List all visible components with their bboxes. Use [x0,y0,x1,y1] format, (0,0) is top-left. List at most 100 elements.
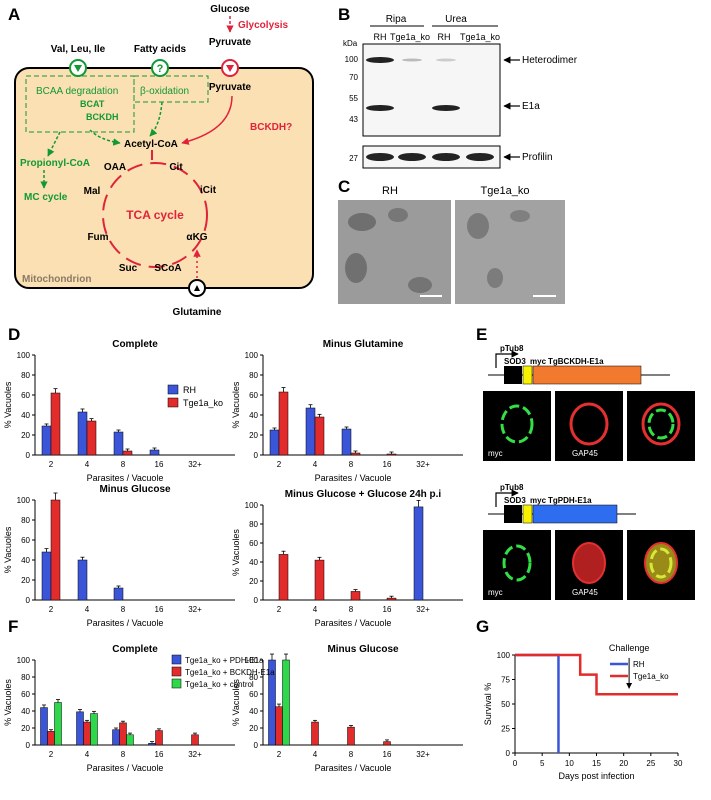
y-tick-label: 100 [17,656,31,665]
sod3-label-2: SOD3 [504,496,526,505]
bar [347,726,355,746]
unknown-transporter-mark: ? [157,63,164,75]
y-tick-label: 40 [21,411,30,420]
y-tick-label: 0 [26,596,31,605]
legend-label: Tge1a_ko [183,398,223,408]
bar-chart-2: Minus Glucose 0 20 40 60 80 100 % Vacuoles Paras… [3,484,235,628]
bar [278,554,289,601]
merge-green [647,408,675,440]
blot-profilin [362,145,501,169]
y-tick-label: 60 [21,690,30,699]
survival-line [515,653,560,753]
promoter-label-2: pTub8 [500,483,524,492]
x-tick-label: 4 [85,750,90,759]
lane-4: Tge1a_ko [460,32,500,42]
band-profilin-3 [432,153,460,161]
legend-label: RH [183,385,196,395]
bar [90,713,98,746]
metabolite-mal: Mal [84,186,101,197]
challenge-annotation: Challenge [609,643,650,653]
x-tick-label: 15 [592,759,601,768]
x-tick-label: 8 [121,460,126,469]
gap45-signal [572,542,606,584]
if-myc-2 [483,530,551,600]
panel-c-micrographs: RH Tge1a_ko [338,185,565,304]
y-tick-label: 0 [26,741,31,750]
x-tick-label: 16 [383,605,392,614]
legend-label: Tge1a_ko + BCKDH-E1a [185,668,275,677]
metabolite-akg: αKG [186,232,207,243]
chart-title: Minus Glucose + Glucose 24h p.i [285,489,442,500]
if-stain-label: myc [488,588,503,597]
tca-cycle-ring [102,162,208,268]
acetyl-coa: Acetyl-CoA [124,139,178,150]
legend-label: Tge1a_ko + PDH-E1a [185,656,264,665]
plaque [510,210,530,222]
y-tick-label: 80 [249,520,258,529]
panel-label-f: F [8,617,18,636]
if-stain-label: myc [488,449,503,458]
legend-panel-f: Tge1a_ko + PDH-E1a Tge1a_ko + BCKDH-E1a Tg… [171,654,275,689]
band-profilin-4 [466,153,494,161]
y-tick-label: 80 [21,516,30,525]
construct-2-label: TgPDH-E1a [548,496,592,505]
bar-chart-5: Minus Glucose 0 20 40 60 80 100 % Vacuoles Paras… [231,644,463,773]
y-tick-label: 60 [249,539,258,548]
y-tick-label: 80 [249,371,258,380]
bar [119,722,127,746]
y-tick-label: 20 [21,724,30,733]
survival-line [515,653,678,696]
transporter-arrow-icon [74,65,82,72]
x-axis-label: Parasites / Vacuole [315,618,392,628]
y-axis-label: Survival % [483,683,493,726]
x-axis-label: Days post infection [558,771,634,781]
bar [275,706,283,746]
metabolite-oaa: OAA [104,162,126,173]
plaque [348,213,376,231]
mw-55: 55 [349,94,358,103]
bar [76,711,84,746]
x-tick-label: 20 [619,759,628,768]
plaque [487,268,503,288]
bar [386,453,397,456]
plaque [408,277,432,293]
input-bcaa: Val, Leu, Ile [51,44,106,55]
y-tick-label: 80 [249,673,258,682]
x-axis-label: Parasites / Vacuole [87,763,164,773]
bcat-label: BCAT [80,99,105,109]
bar [269,429,280,456]
bar [54,702,62,746]
band-heterodimer-rh [366,57,394,63]
tca-cycle-label: TCA cycle [126,208,184,222]
bar-chart-4: Complete 0 20 40 60 80 100 % Vacuoles Parasites … [3,644,235,773]
beta-oxidation-label: β-oxidation [140,86,189,97]
bar [305,407,316,456]
x-tick-label: 32+ [188,750,202,759]
bar [314,416,325,456]
x-tick-label: 32+ [188,460,202,469]
y-tick-label: 40 [249,411,258,420]
x-tick-label: 8 [349,605,354,614]
if-stain-label: GAP45 [572,588,598,597]
bar [77,411,88,456]
if-merge-1 [627,391,695,461]
y-tick-label: 40 [21,556,30,565]
myc-block-1 [522,365,533,385]
bar [314,559,325,601]
mc-cycle-label: MC cycle [24,192,68,203]
bar [278,391,289,456]
promoter-label-1: pTub8 [500,344,524,353]
legend-label: Tge1a_ko [633,672,669,681]
band-e1a-rh [366,105,394,111]
survival-chart: 0 25 50 75 100 0 5 10 15 20 25 30 Survival % Days pos… [483,643,683,781]
x-tick-label: 32+ [416,605,430,614]
bar [282,659,290,746]
sod3-block-2 [504,505,522,523]
metabolite-fum: Fum [87,232,108,243]
y-axis-label: % Vacuoles [3,526,13,573]
bar [148,743,156,746]
pyruvate-to-acetyl-arrow [181,95,233,145]
lane-2: Tge1a_ko [390,32,430,42]
